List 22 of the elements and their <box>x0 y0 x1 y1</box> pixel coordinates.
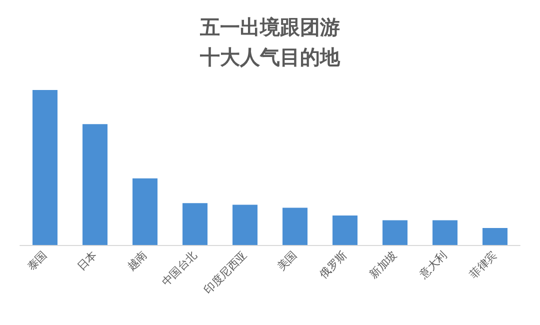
chart-subtitle: 十大人气目的地 <box>199 45 341 69</box>
bar <box>32 90 58 245</box>
chart-title: 五一出境跟团游 <box>199 15 340 39</box>
bar <box>282 208 308 245</box>
bar <box>232 204 258 245</box>
x-tick-label: 泰国 <box>24 248 50 274</box>
bar <box>82 124 108 245</box>
x-tick-label: 新加坡 <box>367 248 400 281</box>
bar <box>482 228 508 245</box>
x-tick-label: 印度尼西亚 <box>202 248 250 296</box>
x-tick-label: 越南 <box>124 248 150 274</box>
x-tick-label: 中国台北 <box>159 248 200 289</box>
bar <box>132 178 158 245</box>
bar <box>182 203 208 245</box>
bar <box>382 220 408 245</box>
x-tick-label: 美国 <box>274 248 300 274</box>
x-tick-label: 意大利 <box>416 248 450 282</box>
bar <box>332 216 358 245</box>
x-tick-label: 菲律宾 <box>467 248 500 281</box>
x-tick-label: 日本 <box>74 248 100 274</box>
x-tick-label: 俄罗斯 <box>317 248 350 281</box>
bar <box>432 220 458 245</box>
